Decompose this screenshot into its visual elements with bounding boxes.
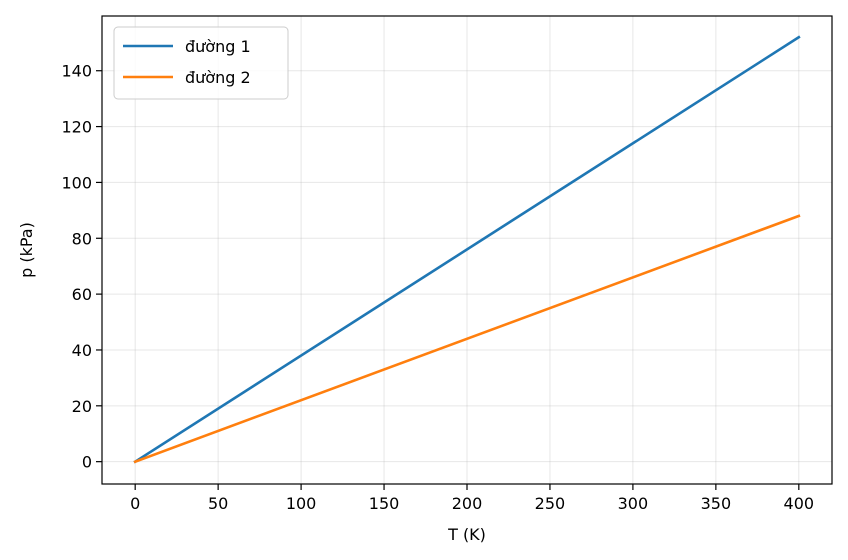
x-tick-label: 350 <box>701 494 732 513</box>
series-line-2 <box>133 214 801 464</box>
y-tick-label: 0 <box>82 453 92 472</box>
y-axis-ticks: 0 20 40 60 80 100 120 140 <box>61 62 102 472</box>
legend: đường 1 đường 2 <box>113 26 289 100</box>
y-tick-label: 100 <box>61 173 92 192</box>
x-tick-label: 50 <box>208 494 228 513</box>
x-tick-label: 200 <box>452 494 483 513</box>
legend-label-1: đường 1 <box>185 37 251 56</box>
y-tick-label: 60 <box>72 285 92 304</box>
legend-label-2: đường 2 <box>185 68 251 87</box>
x-tick-label: 150 <box>369 494 400 513</box>
x-tick-label: 300 <box>618 494 649 513</box>
y-tick-label: 20 <box>72 397 92 416</box>
y-tick-label: 40 <box>72 341 92 360</box>
x-axis-label: T (K) <box>447 525 486 544</box>
x-tick-label: 400 <box>784 494 815 513</box>
y-tick-label: 80 <box>72 229 92 248</box>
series-lines <box>133 35 801 464</box>
series-line-1 <box>133 35 801 464</box>
x-axis-ticks: 0 50 100 150 200 250 300 350 400 <box>130 484 814 513</box>
x-tick-label: 250 <box>535 494 566 513</box>
x-tick-label: 100 <box>286 494 317 513</box>
x-tick-label: 0 <box>130 494 140 513</box>
y-axis-label: p (kPa) <box>17 222 36 278</box>
y-tick-label: 120 <box>61 118 92 137</box>
y-tick-label: 140 <box>61 62 92 81</box>
